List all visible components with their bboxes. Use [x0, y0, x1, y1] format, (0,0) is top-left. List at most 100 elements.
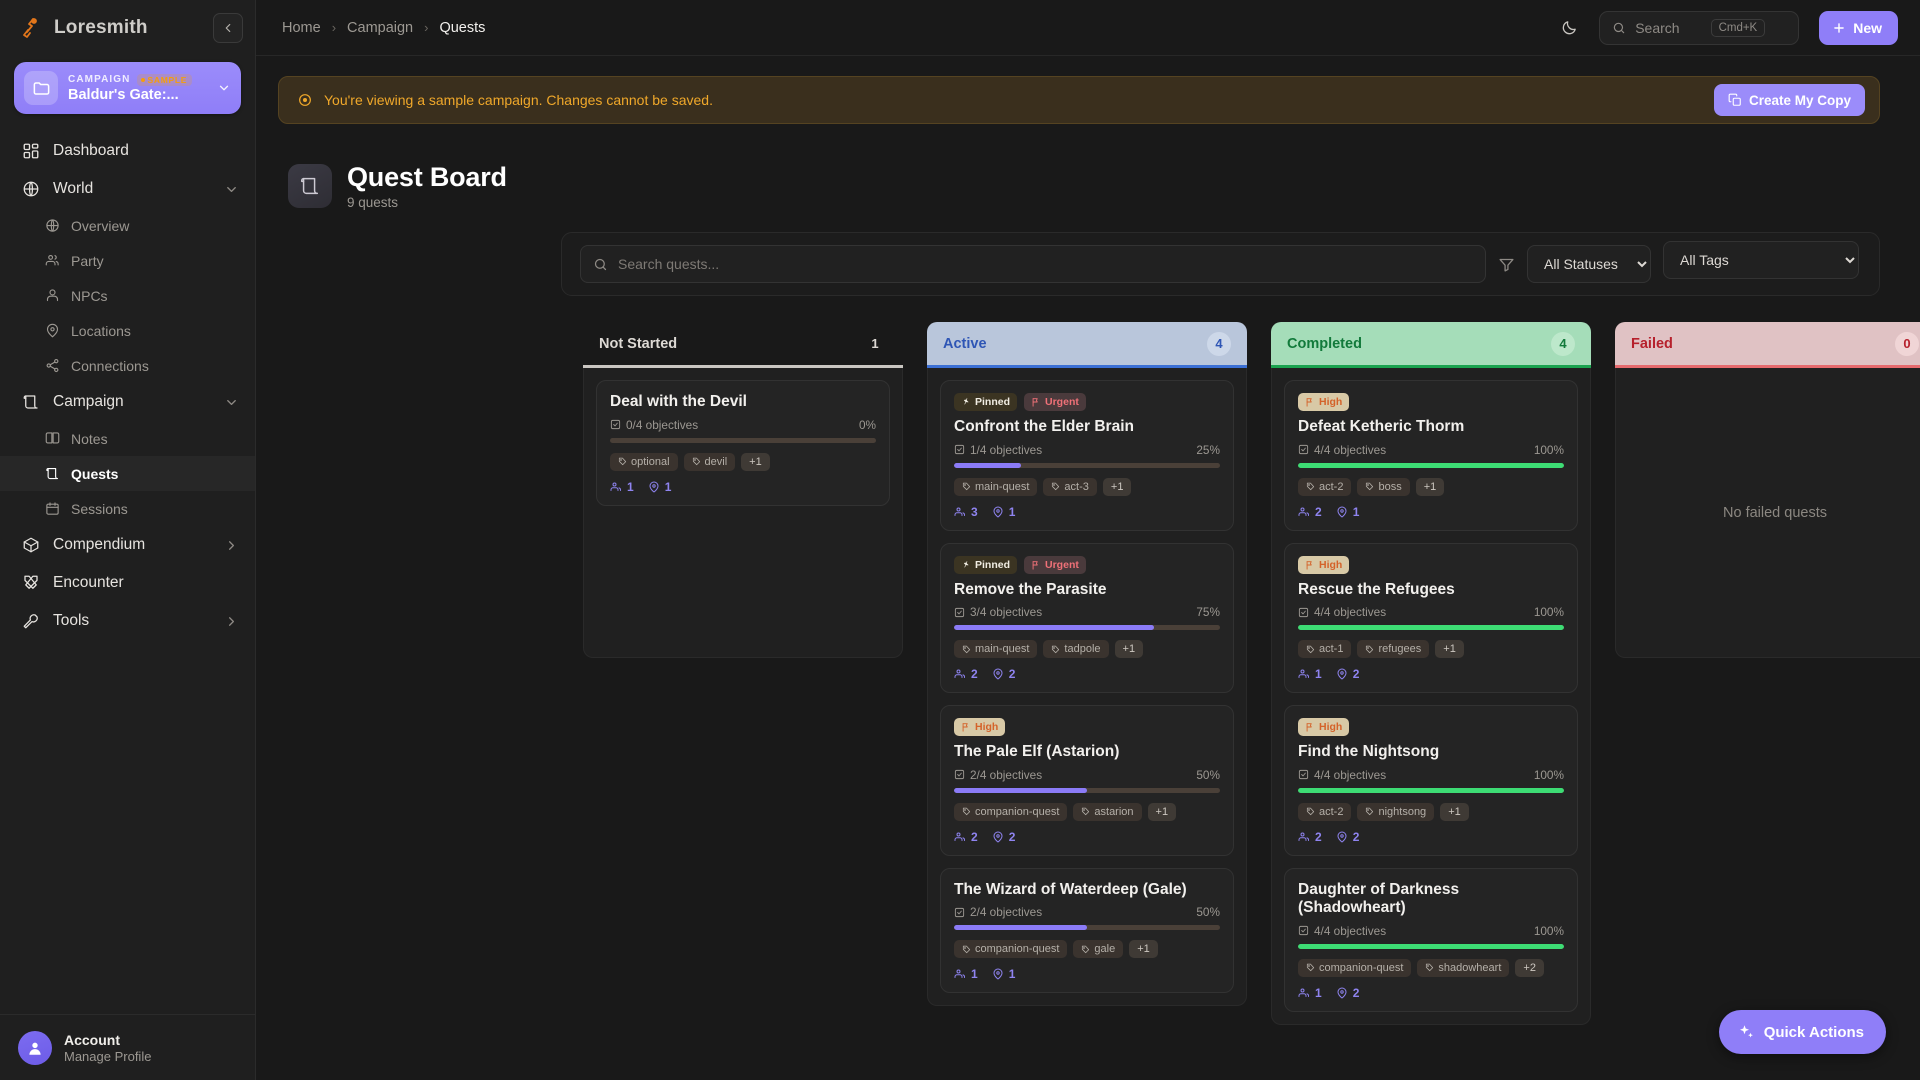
quest-tag[interactable]: gale	[1073, 940, 1124, 959]
breadcrumb-campaign[interactable]: Campaign	[347, 19, 414, 36]
account-button[interactable]: Account Manage Profile	[0, 1014, 255, 1080]
chevron-right-icon[interactable]	[224, 538, 239, 553]
quest-card[interactable]: High Rescue the Refugees 4/4 objectives 100…	[1284, 542, 1578, 694]
quest-tag[interactable]: companion-quest	[1298, 958, 1412, 977]
quest-tag[interactable]: nightsong	[1357, 802, 1435, 821]
sidebar-item-locations[interactable]: Locations	[0, 313, 255, 348]
tags-filter-select[interactable]: All Tagsmain-questcompanion-questoptiona…	[1663, 240, 1859, 279]
sidebar-item-connections[interactable]: Connections	[0, 348, 255, 383]
quest-badges: High	[1298, 555, 1564, 574]
quest-tag[interactable]: companion-quest	[954, 802, 1068, 821]
theme-toggle-button[interactable]	[1553, 12, 1585, 44]
quest-card[interactable]: Pinned Urgent Confront the Elder Brain 1/4 …	[940, 380, 1234, 531]
quest-card[interactable]: High Defeat Ketheric Thorm 4/4 objectives 1…	[1284, 380, 1578, 531]
quest-tag-more[interactable]: +2	[1515, 958, 1544, 977]
quest-board: Not Started 1 Deal with the Devil 0/4 objec…	[583, 322, 1920, 1025]
map-pin-icon	[992, 506, 1004, 518]
sidebar-item-campaign[interactable]: Campaign	[0, 383, 255, 421]
quest-tag[interactable]: act-2	[1298, 802, 1352, 821]
chevron-down-icon[interactable]	[224, 182, 239, 197]
quest-card[interactable]: Pinned Urgent Remove the Parasite 3/4 objec…	[940, 542, 1234, 694]
quest-card[interactable]: Deal with the Devil 0/4 objectives 0% optio…	[596, 380, 890, 506]
sidebar-item-tools[interactable]: Tools	[0, 602, 255, 640]
quest-location-value: 1	[1008, 504, 1016, 519]
quest-objectives: 2/4 objectives	[954, 768, 1196, 782]
quest-tag[interactable]: act-2	[1298, 477, 1352, 496]
chevron-down-icon[interactable]	[224, 395, 239, 410]
quest-title: Find the Nightsong	[1298, 743, 1440, 761]
quest-location-count: 2	[992, 830, 1015, 844]
sidebar-item-party[interactable]: Party	[0, 243, 255, 278]
breadcrumb-home[interactable]: Home	[282, 19, 321, 36]
campaign-switcher[interactable]: CAMPAIGN SAMPLE Baldur's Gate:...	[14, 62, 241, 114]
quest-tag-more[interactable]: +1	[741, 452, 770, 471]
sidebar-item-notes[interactable]: Notes	[0, 421, 255, 456]
quest-npc-count: 1	[1298, 986, 1322, 1000]
page-header-texts: Quest Board 9 quests	[347, 162, 507, 210]
sidebar-item-dashboard[interactable]: Dashboard	[0, 132, 255, 170]
sidebar-item-npcs[interactable]: NPCs	[0, 278, 255, 313]
new-button[interactable]: New	[1819, 10, 1898, 45]
quest-tag[interactable]: tadpole	[1043, 640, 1109, 659]
quest-tag-more[interactable]: +1	[1440, 802, 1469, 821]
content-scroll-area: You're viewing a sample campaign. Change…	[256, 56, 1920, 1080]
quest-tag[interactable]: astarion	[1073, 802, 1142, 821]
quest-tag[interactable]: optional	[610, 452, 678, 471]
sidebar-item-label: Dashboard	[53, 142, 129, 159]
quest-tag[interactable]: boss	[1357, 477, 1410, 496]
quest-card[interactable]: The Wizard of Waterdeep (Gale) 2/4 object…	[940, 867, 1234, 994]
tag-icon	[1365, 645, 1374, 654]
map-pin-icon	[1336, 987, 1348, 999]
search-input[interactable]	[618, 256, 1473, 272]
sidebar-collapse-button[interactable]	[213, 13, 243, 43]
campaign-label: CAMPAIGN	[68, 74, 131, 85]
column-count-badge: 4	[1207, 331, 1231, 356]
sidebar-item-encounter[interactable]: Encounter	[0, 564, 255, 602]
sample-campaign-banner: You're viewing a sample campaign. Change…	[278, 76, 1880, 124]
sidebar-item-sessions[interactable]: Sessions	[0, 491, 255, 526]
quest-progress-bar	[1298, 787, 1564, 793]
quest-tag-more[interactable]: +1	[1114, 640, 1144, 659]
create-my-copy-button[interactable]: Create My Copy	[1713, 84, 1865, 116]
board-column-completed: Completed 4 High Defeat Ketheric Thorm 4/4 o…	[1271, 322, 1591, 1025]
column-header-failed: Failed 0	[1615, 322, 1920, 368]
quest-tag[interactable]: devil	[683, 452, 736, 471]
tag-icon	[1365, 807, 1374, 816]
users-icon	[1298, 987, 1310, 999]
quest-progress-bar	[1298, 625, 1564, 631]
quest-card[interactable]: High The Pale Elf (Astarion) 2/4 objective…	[940, 705, 1234, 856]
quest-tag[interactable]: main-quest	[954, 640, 1038, 659]
quest-tag-more[interactable]: +1	[1415, 477, 1445, 496]
quest-search-wrapper[interactable]	[580, 245, 1486, 283]
flag-icon	[1031, 397, 1041, 407]
quest-tag-more[interactable]: +1	[1102, 477, 1132, 496]
quest-location-count: 1	[992, 967, 1015, 981]
funnel-icon[interactable]	[1498, 256, 1515, 273]
quest-tag[interactable]: act-3	[1043, 477, 1097, 496]
quest-tag[interactable]: act-1	[1298, 640, 1352, 659]
quest-tag[interactable]: shadowheart	[1417, 958, 1510, 977]
sidebar-item-overview[interactable]: Overview	[0, 208, 255, 243]
quest-card[interactable]: Daughter of Darkness (Shadowheart) 4/4 ob…	[1284, 867, 1578, 1012]
quick-actions-button[interactable]: Quick Actions	[1718, 1010, 1886, 1054]
quest-title: Defeat Ketheric Thorm	[1298, 418, 1465, 435]
quest-tag[interactable]: refugees	[1357, 640, 1430, 659]
global-search-button[interactable]: Search Cmd+K	[1599, 10, 1800, 45]
quest-tag-more[interactable]: +1	[1435, 640, 1464, 659]
quest-objectives: 0/4 objectives	[610, 418, 859, 432]
sidebar-item-compendium[interactable]: Compendium	[0, 526, 255, 564]
chevron-right-icon[interactable]	[224, 614, 239, 629]
quest-tag[interactable]: main-quest	[954, 477, 1038, 496]
quest-badges: High	[1298, 393, 1564, 411]
status-filter-select[interactable]: All StatusesNot StartedActiveCompletedFa…	[1527, 245, 1651, 283]
quest-card[interactable]: High Find the Nightsong 4/4 objectives 100%…	[1284, 705, 1578, 856]
sidebar-item-quests[interactable]: Quests	[0, 456, 255, 491]
user-icon	[44, 288, 60, 304]
quest-tag-more[interactable]: +1	[1129, 940, 1158, 959]
quest-tag-more[interactable]: +1	[1147, 802, 1177, 821]
topbar: Home › Campaign › Quests Search Cmd+K	[256, 0, 1920, 56]
sidebar-item-world[interactable]: World	[0, 170, 255, 208]
quest-badge-label: High	[1319, 558, 1343, 571]
quest-tag[interactable]: companion-quest	[954, 940, 1068, 959]
tag-icon	[1081, 807, 1090, 816]
